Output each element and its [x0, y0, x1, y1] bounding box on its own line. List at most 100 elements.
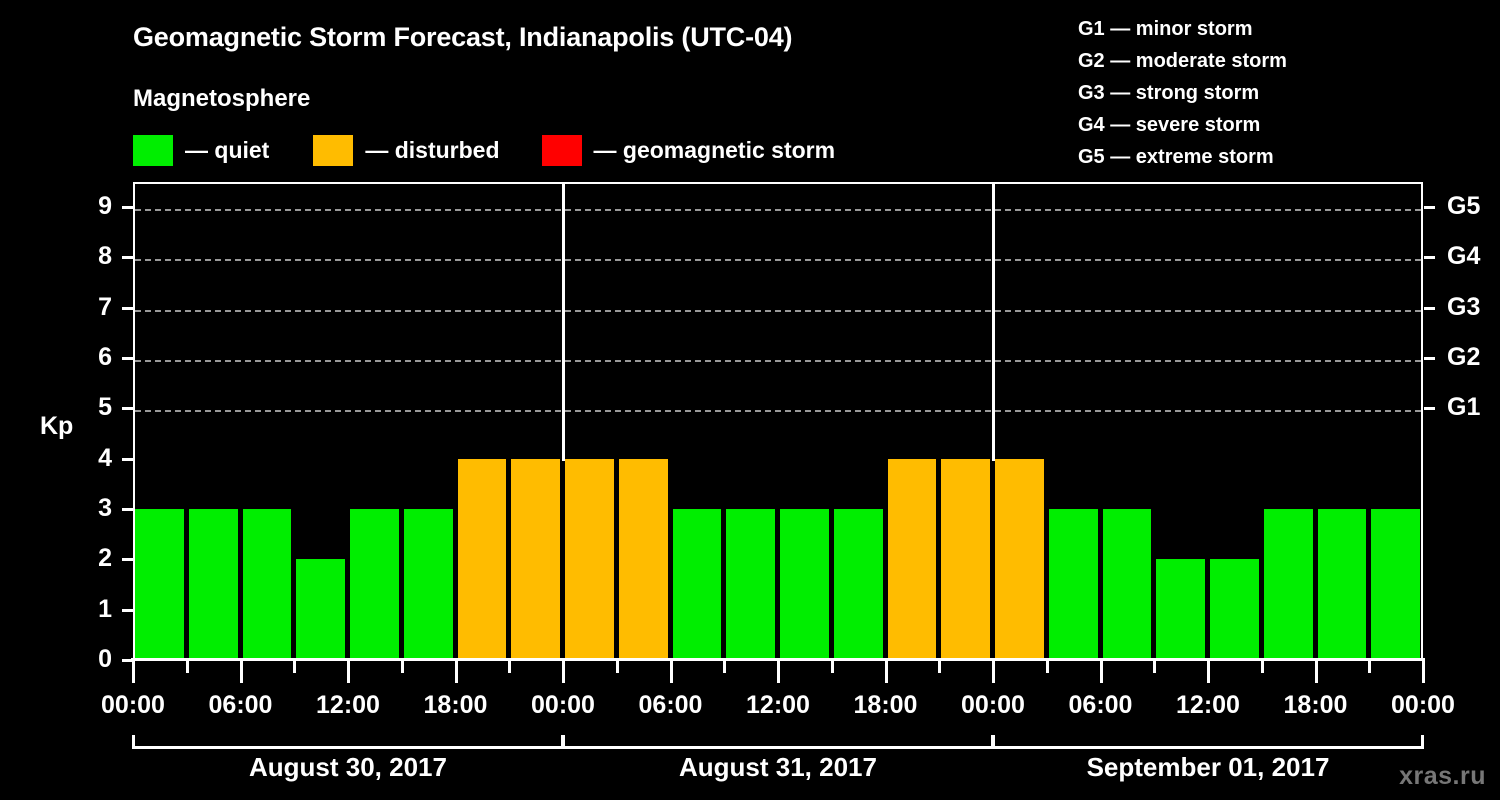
y-tick-5 [122, 407, 133, 411]
y-tick-label-8: 8 [98, 242, 112, 271]
x-tick-minor-17 [1045, 661, 1049, 673]
watermark: xras.ru [1399, 762, 1486, 790]
x-tick-minor-9 [615, 661, 619, 673]
y-tick-9 [122, 206, 133, 210]
x-tick-major-12 [777, 661, 780, 683]
x-tick-minor-1 [185, 661, 189, 673]
y-tick-label-9: 9 [98, 192, 112, 221]
x-tick-major-2 [239, 661, 243, 683]
g-scale-legend: G1 — minor storm G2 — moderate storm G3 … [1078, 13, 1287, 173]
y-tick-7 [122, 306, 133, 310]
legend-swatch-storm [541, 134, 582, 166]
legend: — quiet — disturbed — geomagnetic storm [133, 134, 835, 166]
bar [1263, 509, 1313, 660]
y-tick-label-1: 1 [98, 594, 112, 623]
x-tick-label-2: 12:00 [316, 691, 380, 719]
gridline-kp-8 [135, 259, 1421, 262]
x-tick-minor-19 [1153, 661, 1157, 673]
bar [1048, 509, 1098, 660]
x-tick-label-8: 00:00 [961, 691, 1025, 719]
g-tick-g2 [1424, 357, 1435, 361]
bar [1317, 509, 1367, 660]
x-tick-label-6: 12:00 [746, 691, 810, 719]
x-tick-major-8 [562, 661, 565, 683]
x-tick-minor-21 [1260, 661, 1264, 673]
gridline-kp-6 [135, 360, 1421, 363]
legend-item-disturbed: — disturbed [313, 134, 500, 166]
bar [1210, 559, 1259, 660]
date-bracket-1 [132, 735, 564, 749]
legend-swatch-quiet [133, 134, 173, 166]
y-tick-8 [122, 256, 133, 260]
bar [457, 458, 507, 660]
g-tick-label-g2: G2 [1447, 343, 1481, 372]
date-label-1: August 30, 2017 [249, 752, 447, 782]
y-tick-2 [122, 558, 133, 562]
x-tick-label-12: 00:00 [1391, 691, 1455, 719]
g-tick-g1 [1424, 407, 1435, 411]
bar [672, 509, 722, 660]
bar [403, 509, 453, 660]
x-tick-label-5: 06:00 [638, 691, 703, 719]
y-tick-label-7: 7 [98, 292, 112, 321]
g-tick-label-g1: G1 [1447, 393, 1481, 422]
g-scale-item-g1: G1 — minor storm [1078, 18, 1253, 40]
bar [1102, 509, 1152, 660]
magnetosphere-label: Magnetosphere [133, 85, 311, 112]
x-tick-label-4: 00:00 [531, 691, 595, 719]
y-tick-1 [122, 608, 133, 612]
y-tick-label-3: 3 [98, 494, 112, 523]
legend-item-storm: — geomagnetic storm [541, 134, 835, 166]
x-tick-major-18 [1099, 661, 1103, 683]
bar [995, 458, 1044, 660]
gridline-kp-7 [135, 309, 1421, 312]
y-tick-4 [122, 457, 133, 461]
y-tick-label-2: 2 [98, 544, 112, 573]
x-tick-label-3: 18:00 [423, 691, 488, 719]
bar [1156, 559, 1205, 660]
y-tick-0 [122, 659, 133, 662]
x-tick-label-0: 00:00 [101, 691, 165, 719]
bar [350, 509, 399, 660]
bar [511, 458, 560, 660]
g-scale-item-g3: G3 — strong storm [1078, 82, 1260, 104]
g-scale-item-g5: G5 — extreme storm [1078, 146, 1274, 168]
y-tick-6 [122, 357, 133, 361]
x-tick-label-1: 06:00 [208, 691, 273, 719]
bar [887, 458, 937, 660]
x-tick-minor-11 [723, 661, 727, 673]
bar [780, 509, 829, 660]
gridline-kp-5 [135, 410, 1421, 413]
x-tick-major-4 [347, 661, 350, 683]
x-tick-label-9: 06:00 [1068, 691, 1133, 719]
legend-swatch-disturbed [313, 134, 354, 166]
y-tick-label-0: 0 [98, 645, 112, 673]
y-tick-3 [122, 508, 133, 512]
g-tick-g4 [1424, 256, 1435, 260]
x-tick-minor-3 [293, 661, 297, 673]
x-tick-major-22 [1314, 661, 1318, 683]
day-divider-2 [991, 184, 995, 461]
g-tick-label-g3: G3 [1447, 292, 1481, 321]
x-axis-line [131, 658, 1425, 661]
x-tick-major-0 [132, 661, 135, 683]
x-tick-minor-5 [400, 661, 404, 673]
bar [1371, 509, 1420, 660]
y-tick-label-4: 4 [98, 443, 112, 472]
g-tick-label-g4: G4 [1447, 242, 1481, 271]
bar [726, 509, 775, 660]
x-tick-label-10: 12:00 [1176, 691, 1240, 719]
g-tick-label-g5: G5 [1447, 192, 1481, 221]
bar [833, 509, 883, 660]
g-scale-item-g2: G2 — moderate storm [1078, 50, 1287, 72]
g-tick-g3 [1424, 306, 1435, 310]
legend-label-disturbed: — disturbed [365, 136, 500, 163]
bar [565, 458, 614, 660]
y-axis-title: Kp [40, 412, 74, 440]
x-tick-minor-23 [1368, 661, 1372, 673]
plot-area [133, 182, 1423, 660]
date-bracket-2 [562, 735, 994, 749]
bar [242, 509, 292, 660]
bar [618, 458, 668, 660]
